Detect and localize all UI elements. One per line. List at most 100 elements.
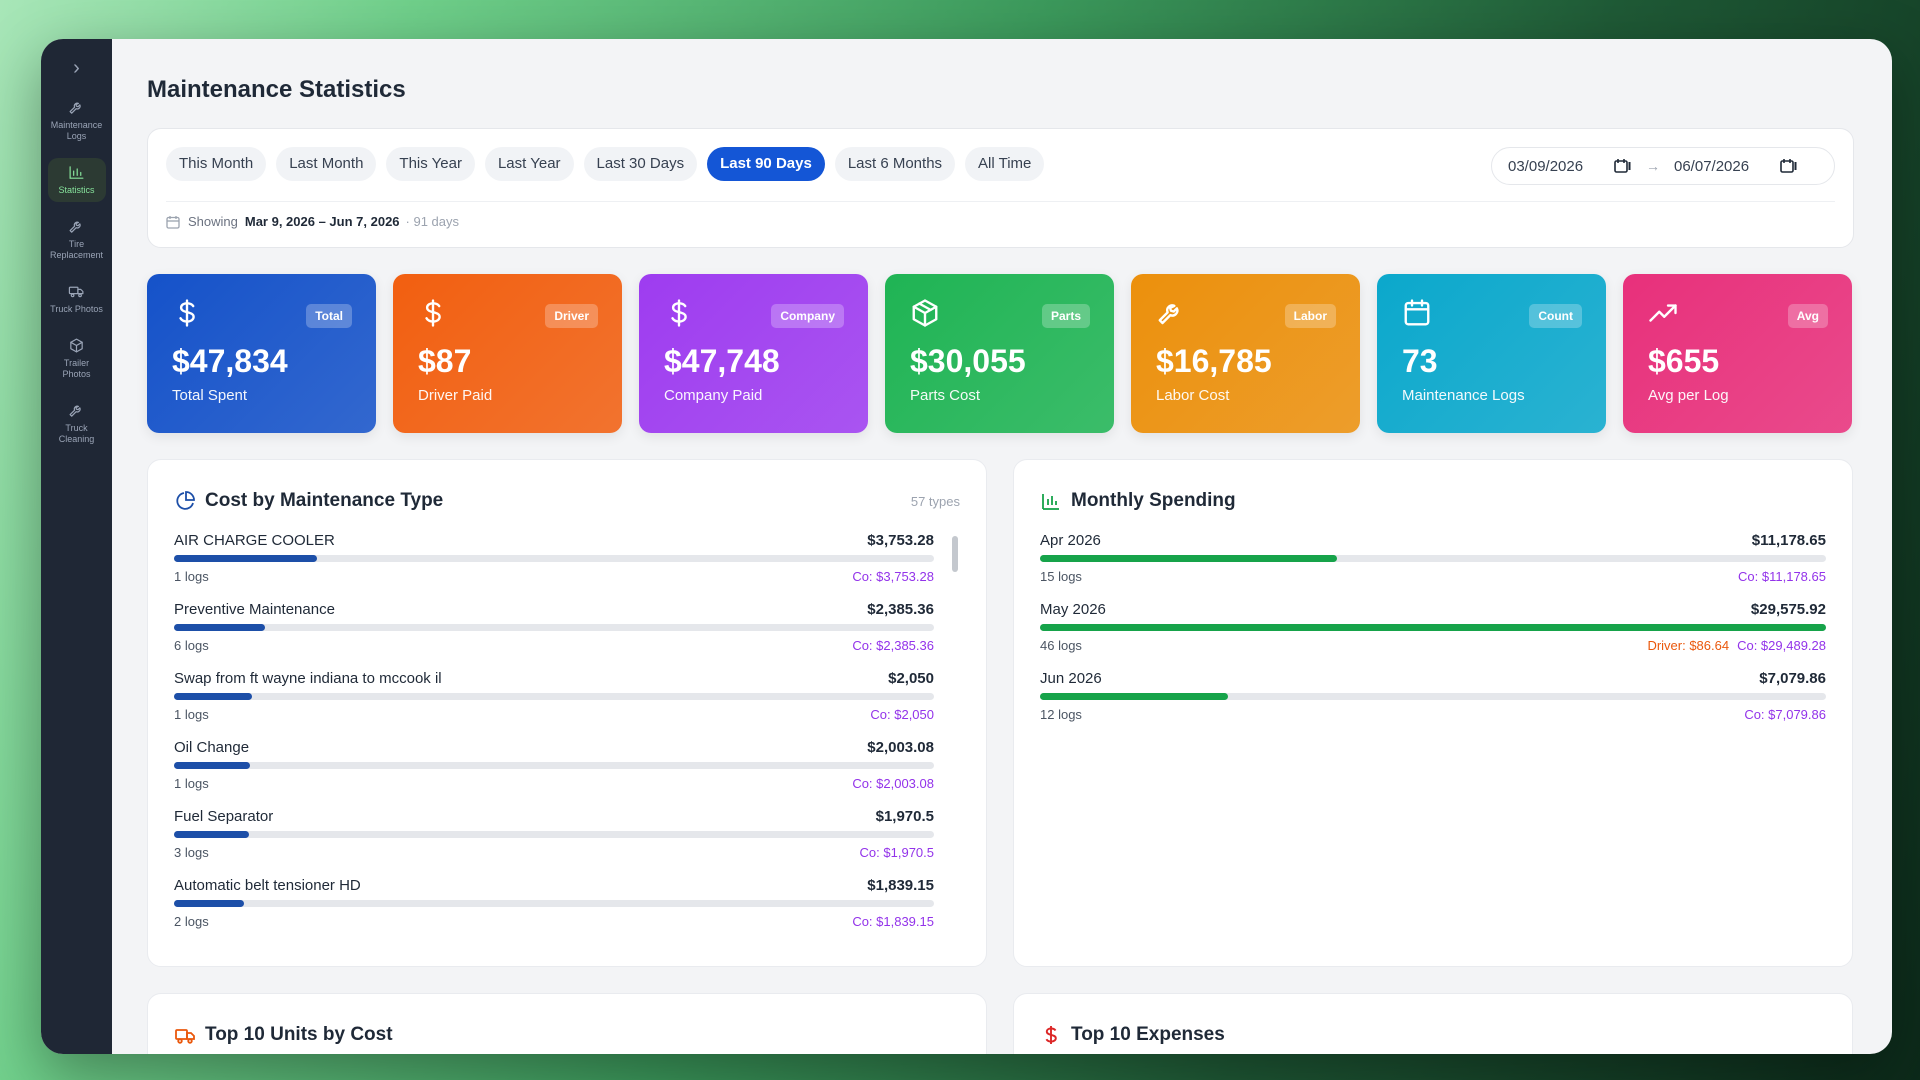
showing-range: Mar 9, 2026 – Jun 7, 2026 [244, 214, 400, 229]
month-amount: $29,575.92 [1750, 601, 1826, 618]
showing-summary: Showing Mar 9, 2026 – Jun 7, 2026 · 91 d… [166, 201, 1835, 229]
type-name: Oil Change [174, 739, 250, 756]
bar-chart-icon [69, 166, 84, 179]
period-pill-last-30-days[interactable]: Last 30 Days [583, 147, 698, 181]
progress-bar [1040, 624, 1826, 631]
period-pill-last-6-months[interactable]: Last 6 Months [834, 147, 956, 181]
start-date-field[interactable]: 03/09/2026 [1508, 157, 1584, 175]
end-date-field[interactable]: 06/07/2026 [1674, 157, 1750, 175]
month-name: May 2026 [1040, 601, 1106, 618]
list-item: Jun 2026 $7,079.86 12 logs Co: $7,079.86 [1040, 670, 1826, 739]
kpi-value: $655 [1648, 343, 1720, 379]
progress-bar [1040, 693, 1826, 700]
date-filter-card: This Month Last Month This Year Last Year La… [147, 128, 1854, 248]
progress-fill [174, 762, 251, 769]
company-amount: Co: $2,385.36 [852, 638, 934, 653]
month-logs: 15 logs [1040, 569, 1082, 584]
top-units-title: Top 10 Units by Cost [205, 1024, 393, 1045]
progress-fill [174, 624, 265, 631]
sidebar-item-label: Maintenance Logs [50, 120, 103, 141]
main-content: Maintenance Statistics This Month Last Mo… [112, 39, 1892, 1054]
company-amount: Co: $29,489.28 [1737, 638, 1826, 653]
wrench-icon [1158, 304, 1179, 325]
kpi-badge: Company [771, 304, 844, 328]
page-title: Maintenance Statistics [147, 76, 406, 103]
kpi-value: $47,834 [172, 343, 288, 379]
progress-bar [174, 900, 934, 907]
monthly-spending-list: Apr 2026 $11,178.65 15 logs Co: $11,178.65 M… [1040, 532, 1826, 942]
kpi-badge: Driver [545, 304, 598, 328]
cost-by-type-title: Cost by Maintenance Type [205, 490, 444, 511]
start-date-calendar-icon[interactable] [1612, 155, 1634, 177]
kpi-value: $16,785 [1156, 343, 1272, 379]
showing-label: Showing [188, 214, 238, 229]
sidebar-item-label: Tire Replacement [49, 239, 104, 260]
sidebar-item-truck-photos[interactable]: Truck Photos [48, 277, 106, 321]
dollar-icon [179, 299, 195, 327]
progress-fill [1040, 624, 1826, 631]
box-icon [912, 299, 938, 327]
wrench-icon [69, 405, 81, 417]
company-amount: Co: $1,839.15 [852, 914, 934, 929]
sidebar-item-truck-cleaning[interactable]: Truck Cleaning [48, 396, 106, 451]
arrow-right-icon: → [1646, 158, 1660, 174]
cost-by-type-panel: Cost by Maintenance Type 57 types AIR CH… [147, 459, 987, 967]
sidebar: › Maintenance Logs Statistics Tire Replace… [41, 39, 112, 1054]
trailer-icon [70, 338, 83, 353]
type-logs: 2 logs [174, 914, 209, 929]
type-logs: 1 logs [174, 569, 209, 584]
sidebar-item-tire-replacement[interactable]: Tire Replacement [48, 212, 106, 267]
sidebar-item-trailer-photos[interactable]: Trailer Photos [48, 331, 106, 386]
types-count: 57 types [910, 493, 960, 509]
sidebar-item-maintenance-logs[interactable]: Maintenance Logs [48, 93, 106, 148]
period-pill-last-month[interactable]: Last Month [276, 147, 377, 181]
stats-panels: Cost by Maintenance Type 57 types AIR CH… [147, 459, 1854, 967]
scroll-thumb[interactable] [952, 536, 958, 572]
company-amount: Co: $3,753.28 [852, 569, 934, 584]
progress-fill [174, 693, 252, 700]
bottom-panels: Top 10 Units by Cost Top 10 Expenses [147, 993, 1854, 1054]
kpi-label: Driver Paid [418, 387, 493, 404]
app-window: › Maintenance Logs Statistics Tire Replace… [41, 39, 1892, 1054]
type-logs: 6 logs [174, 638, 209, 653]
sidebar-item-label: Truck Cleaning [58, 423, 95, 444]
period-pill-this-month[interactable]: This Month [166, 147, 267, 181]
period-pill-last-90-days[interactable]: Last 90 Days [707, 147, 825, 181]
period-pill-this-year[interactable]: This Year [386, 147, 475, 181]
list-item: May 2026 $29,575.92 46 logs Driver: $86.64 C… [1040, 601, 1826, 670]
progress-bar [174, 624, 934, 631]
kpi-value: $47,748 [664, 343, 780, 379]
period-pill-last-year[interactable]: Last Year [484, 147, 574, 181]
kpi-badge: Total [306, 304, 352, 328]
kpi-value: $87 [418, 343, 472, 379]
progress-fill [1040, 555, 1338, 562]
dollar-icon [425, 299, 441, 327]
kpi-card-total: Total $47,834 Total Spent [147, 274, 376, 433]
type-amount: $3,753.28 [867, 532, 934, 549]
type-amount: $1,839.15 [867, 877, 934, 894]
progress-bar [174, 693, 934, 700]
month-logs: 12 logs [1040, 707, 1082, 722]
company-amount: Co: $11,178.65 [1738, 569, 1826, 584]
month-amount: $7,079.86 [1759, 670, 1826, 687]
calendar-icon [166, 215, 180, 229]
type-logs: 1 logs [174, 707, 209, 722]
scrollbar[interactable] [950, 532, 960, 942]
end-date-calendar-icon[interactable] [1778, 155, 1800, 177]
type-name: Preventive Maintenance [174, 601, 335, 618]
kpi-label: Parts Cost [910, 387, 981, 404]
progress-bar [174, 555, 934, 562]
calendar-icon [1404, 299, 1430, 326]
company-amount: Co: $2,050 [870, 707, 934, 722]
period-pill-all-time[interactable]: All Time [965, 147, 1045, 181]
kpi-card-driver: Driver $87 Driver Paid [393, 274, 622, 433]
cost-by-type-list[interactable]: AIR CHARGE COOLER $3,753.28 1 logs Co: $3,7… [174, 532, 960, 942]
company-amount: Co: $1,970.5 [859, 845, 934, 860]
kpi-value: 73 [1402, 343, 1438, 379]
type-amount: $2,050 [888, 670, 934, 687]
company-amount: Co: $2,003.08 [852, 776, 934, 791]
month-name: Jun 2026 [1040, 670, 1102, 687]
progress-fill [1040, 693, 1229, 700]
sidebar-toggle-button[interactable]: › [73, 57, 80, 79]
sidebar-item-statistics[interactable]: Statistics [47, 158, 106, 202]
